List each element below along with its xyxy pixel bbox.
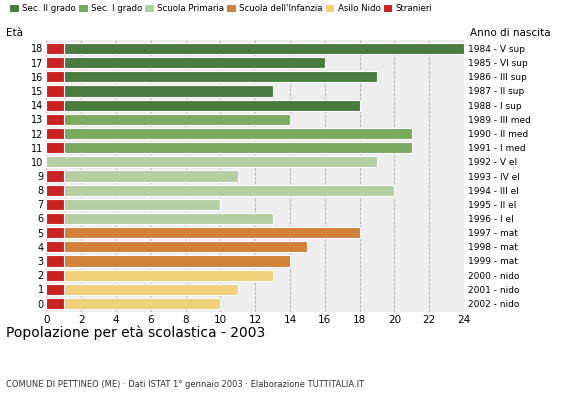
Legend: Sec. II grado, Sec. I grado, Scuola Primaria, Scuola dell'Infanzia, Asilo Nido, : Sec. II grado, Sec. I grado, Scuola Prim… — [10, 4, 432, 13]
Bar — [46, 114, 290, 125]
Bar — [46, 71, 64, 82]
Bar — [46, 86, 64, 96]
Bar — [46, 57, 325, 68]
Bar — [46, 270, 273, 281]
Bar — [46, 241, 64, 252]
Bar — [46, 170, 238, 182]
Text: COMUNE DI PETTINEO (ME) · Dati ISTAT 1° gennaio 2003 · Elaborazione TUTTITALIA.I: COMUNE DI PETTINEO (ME) · Dati ISTAT 1° … — [6, 380, 364, 389]
Bar — [46, 86, 273, 96]
Bar — [46, 256, 64, 266]
Bar — [46, 43, 464, 54]
Bar — [46, 199, 64, 210]
Text: Età: Età — [6, 28, 23, 38]
Bar — [46, 227, 360, 238]
Bar — [46, 284, 238, 295]
Text: Popolazione per età scolastica - 2003: Popolazione per età scolastica - 2003 — [6, 326, 265, 340]
Bar — [46, 43, 64, 54]
Bar — [46, 298, 220, 309]
Bar — [46, 100, 360, 111]
Bar — [46, 213, 64, 224]
Bar — [46, 100, 64, 111]
Bar — [46, 57, 64, 68]
Bar — [46, 298, 64, 309]
Bar — [46, 185, 394, 196]
Bar — [46, 142, 64, 153]
Bar — [46, 142, 412, 153]
Bar — [46, 185, 64, 196]
Bar — [46, 71, 377, 82]
Bar — [46, 156, 377, 167]
Bar — [46, 227, 64, 238]
Bar — [46, 213, 273, 224]
Bar — [46, 270, 64, 281]
Text: Anno di nascita: Anno di nascita — [470, 28, 550, 38]
Bar — [46, 128, 412, 139]
Bar — [46, 128, 64, 139]
Bar — [46, 284, 64, 295]
Bar — [46, 199, 220, 210]
Bar — [46, 114, 64, 125]
Bar — [46, 241, 307, 252]
Bar — [46, 256, 290, 266]
Bar — [46, 170, 64, 182]
